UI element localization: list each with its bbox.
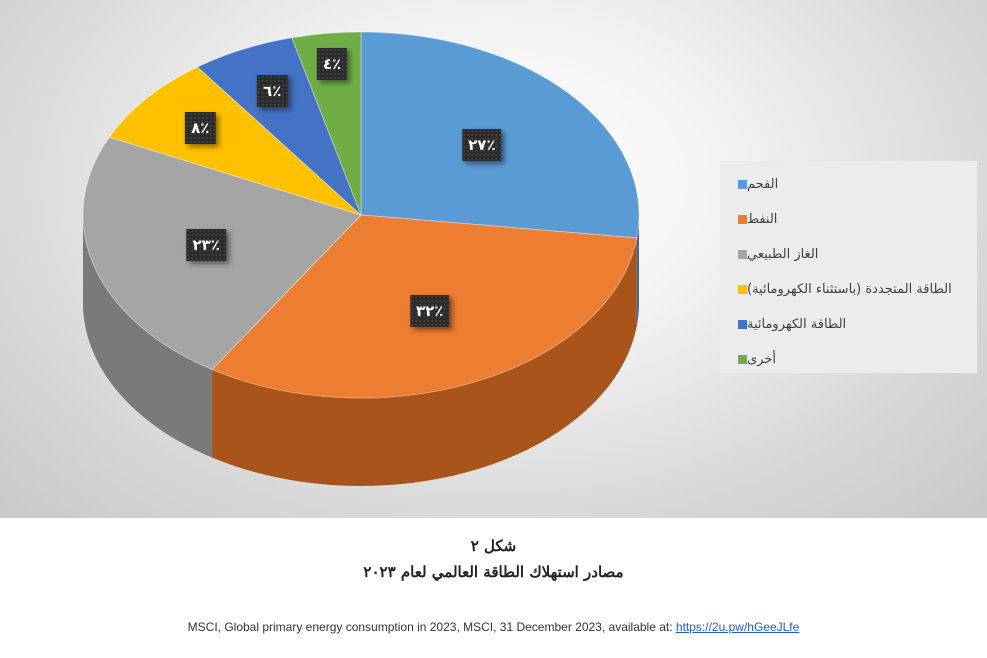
legend-label: الطاقة الكهرومائية: [747, 317, 847, 332]
legend-label: الطاقة المتجددة (باستثناء الكهرومائية): [747, 282, 952, 297]
data-label-coal: ٪٢٧: [462, 128, 502, 161]
data-label-other: ٪٤: [316, 48, 348, 81]
pie-slice-hydro: [196, 37, 362, 216]
legend-label: أخرى: [747, 352, 776, 367]
pie-slice-renewables: [108, 66, 362, 216]
pie-side-oil: [212, 237, 637, 486]
figure-title: مصادر استهلاك الطاقة العالمي لعام ٢٠٢٣: [363, 563, 624, 581]
chart-area: ٪٢٧ ٪٣٢ ٪٢٣ ٪٨ ٪٦ ٪٤ الفحم النفط الغاز الطبيع…: [0, 0, 987, 518]
figure-number: شكل ٢: [470, 537, 517, 555]
legend-item-gas: الغاز الطبيعي: [732, 237, 969, 272]
source-citation: MSCI, Global primary energy consumption …: [0, 620, 987, 634]
legend: الفحم النفط الغاز الطبيعي الطاقة المتجدد…: [720, 161, 977, 373]
legend-item-other: أخرى: [732, 342, 969, 377]
legend-item-coal: الفحم: [732, 167, 969, 202]
legend-swatch: [738, 180, 747, 189]
legend-swatch: [738, 215, 747, 224]
data-label-gas: ٪٢٣: [186, 228, 226, 261]
figure-caption: شكل ٢ مصادر استهلاك الطاقة العالمي لعام …: [0, 532, 987, 584]
legend-item-renewables: الطاقة المتجددة (باستثناء الكهرومائية): [732, 272, 969, 307]
legend-label: النفط: [747, 212, 778, 227]
source-text: MSCI, Global primary energy consumption …: [187, 620, 673, 634]
source-link[interactable]: https://2u.pw/hGeeJLfe: [675, 620, 800, 634]
data-label-hydro: ٪٦: [257, 74, 288, 107]
legend-swatch: [738, 320, 747, 329]
data-label-renewables: ٪٨: [185, 111, 216, 144]
legend-label: الفحم: [747, 177, 779, 192]
legend-swatch: [738, 285, 747, 294]
legend-item-oil: النفط: [732, 202, 969, 237]
pie-side-coal: [636, 215, 639, 326]
legend-swatch: [738, 250, 747, 259]
pie-side-gas: [83, 215, 213, 458]
legend-label: الغاز الطبيعي: [747, 247, 819, 262]
legend-item-hydro: الطاقة الكهرومائية: [732, 307, 969, 342]
legend-swatch: [738, 355, 747, 364]
data-label-oil: ٪٣٢: [409, 295, 450, 327]
